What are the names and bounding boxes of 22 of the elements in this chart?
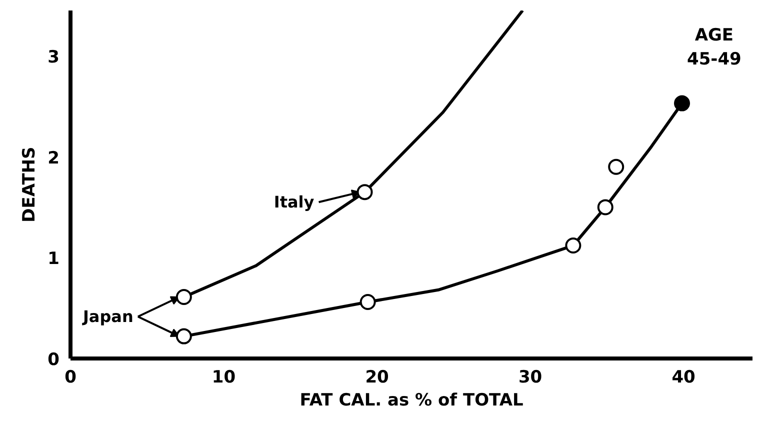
point xyxy=(608,158,624,175)
y-tick-label: 1 xyxy=(48,249,60,270)
x-tick-label: 0 xyxy=(64,368,77,388)
y-tick-label: 3 xyxy=(48,47,60,68)
x-tick-label: 10 xyxy=(212,368,236,388)
x-tick-label: 40 xyxy=(672,368,696,388)
annotation: Japan xyxy=(82,307,134,326)
y-tick-label: 0 xyxy=(48,350,60,370)
annotation: AGE 45-49 xyxy=(687,26,742,70)
point xyxy=(674,95,690,112)
point xyxy=(176,288,192,305)
annotation: Italy xyxy=(274,192,315,212)
x-axis-title: FAT CAL. as % of TOTAL xyxy=(300,390,524,410)
x-tick-label: 20 xyxy=(365,368,390,388)
point xyxy=(597,199,614,216)
point xyxy=(360,294,376,310)
point xyxy=(565,238,582,254)
y-axis-title: DEATHS xyxy=(20,146,40,222)
point xyxy=(356,184,373,200)
point xyxy=(176,328,192,344)
x-tick-label: 30 xyxy=(518,368,542,388)
y-tick-label: 2 xyxy=(48,148,60,168)
